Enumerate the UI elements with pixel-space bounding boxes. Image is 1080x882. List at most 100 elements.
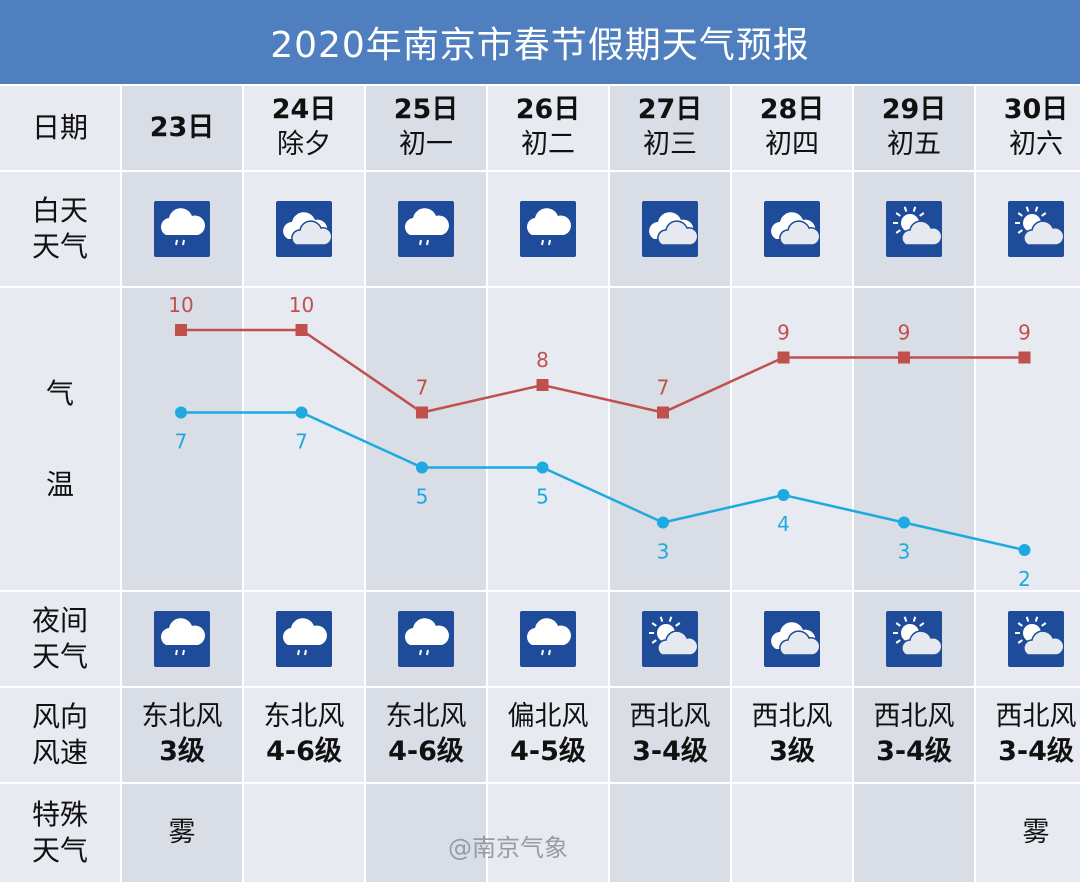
date-label: 23日 (149, 111, 215, 143)
temp-cell (122, 288, 242, 590)
row-label-day-weather-line: 白天 (31, 194, 88, 228)
cloudy-icon (764, 611, 820, 667)
temp-cell (976, 288, 1080, 590)
light-rain-icon (520, 201, 576, 257)
date-stack: 23日 (150, 111, 215, 146)
light-rain-icon (520, 611, 576, 667)
cloudy-icon (276, 201, 332, 257)
wind-direction: 东北风 (385, 701, 467, 733)
row-label-wind-line: 风速 (31, 736, 88, 769)
special-weather-cell (854, 784, 974, 882)
date-stack: 29日 初五 (882, 93, 947, 162)
row-label-day-weather: 白天 天气 (0, 172, 120, 286)
temp-cell (488, 288, 608, 590)
wind-level: 4-6级 (266, 736, 342, 767)
row-label-night-weather: 夜间 天气 (0, 592, 120, 686)
wind-level: 3-4级 (632, 736, 708, 767)
date-cell: 28日 初四 (732, 86, 852, 170)
date-stack: 27日 初三 (638, 93, 703, 162)
temp-cell (610, 288, 730, 590)
date-label: 26日 (515, 94, 581, 126)
day-weather-cell (366, 172, 486, 286)
wind-cell: 西北风 3-4级 (976, 688, 1080, 782)
special-weather-cell: 雾 (122, 784, 242, 882)
row-label-temp: 气温 (0, 288, 120, 590)
wind-direction: 偏北风 (507, 701, 589, 733)
date-stack: 26日 初二 (516, 93, 581, 162)
date-label: 29日 (881, 94, 947, 126)
wind-level: 3级 (159, 736, 205, 767)
row-label-night-weather-text: 夜间 天气 (32, 603, 88, 675)
special-weather-text: 雾 (1022, 816, 1050, 848)
night-weather-cell (854, 592, 974, 686)
date-stack: 28日 初四 (760, 93, 825, 162)
day-weather-cell (976, 172, 1080, 286)
light-rain-icon (398, 611, 454, 667)
row-label-wind-line: 风向 (31, 700, 88, 734)
row-label-special-line: 天气 (31, 834, 88, 867)
wind-stack: 西北风 3级 (752, 700, 833, 769)
row-label-night-weather-line: 夜间 (31, 604, 88, 638)
row-label-wind: 风向 风速 (0, 688, 120, 782)
wind-level: 3级 (769, 736, 815, 767)
night-weather-cell (488, 592, 608, 686)
lunar-label: 初四 (764, 129, 819, 160)
wind-stack: 西北风 3-4级 (630, 700, 711, 769)
special-weather-cell (732, 784, 852, 882)
night-weather-cell (976, 592, 1080, 686)
day-weather-cell (732, 172, 852, 286)
wind-cell: 东北风 4-6级 (244, 688, 364, 782)
date-cell: 23日 (122, 86, 242, 170)
wind-cell: 东北风 4-6级 (366, 688, 486, 782)
wind-level: 3-4级 (998, 736, 1074, 767)
wind-direction: 西北风 (873, 701, 955, 733)
night-weather-cell (732, 592, 852, 686)
row-label-special-text: 特殊 天气 (32, 797, 88, 869)
date-cell: 27日 初三 (610, 86, 730, 170)
wind-level: 4-6级 (388, 736, 464, 767)
wind-stack: 偏北风 4-5级 (508, 700, 589, 769)
forecast-table: 日期 23日 24日 除夕 25日 初一 26日 初二 27日 初三 28日 初四 29日 初五 30日 初六… (0, 84, 1080, 882)
day-weather-cell (854, 172, 974, 286)
wind-stack: 东北风 4-6级 (264, 700, 345, 769)
day-weather-cell (244, 172, 364, 286)
temp-cell (854, 288, 974, 590)
date-stack: 24日 除夕 (272, 93, 337, 162)
special-weather-cell (610, 784, 730, 882)
watermark: @南京气象 (448, 834, 568, 862)
wind-direction: 东北风 (141, 701, 223, 733)
row-label-wind-text: 风向 风速 (32, 699, 88, 771)
wind-direction: 西北风 (995, 701, 1077, 733)
date-cell: 25日 初一 (366, 86, 486, 170)
special-weather-cell: 雾 (976, 784, 1080, 882)
temp-cell (732, 288, 852, 590)
special-weather-cell (244, 784, 364, 882)
partly-cloudy-icon (1008, 201, 1064, 257)
row-label-night-weather-line: 天气 (31, 640, 88, 673)
night-weather-cell (122, 592, 242, 686)
wind-stack: 东北风 4-6级 (386, 700, 467, 769)
wind-cell: 西北风 3级 (732, 688, 852, 782)
wind-cell: 偏北风 4-5级 (488, 688, 608, 782)
wind-direction: 西北风 (751, 701, 833, 733)
partly-cloudy-icon (1008, 611, 1064, 667)
row-label-day-weather-line: 天气 (31, 230, 88, 263)
lunar-label: 初五 (886, 129, 941, 160)
date-cell: 29日 初五 (854, 86, 974, 170)
row-label-temp-line: 气 (45, 376, 74, 410)
date-cell: 24日 除夕 (244, 86, 364, 170)
lunar-label: 除夕 (276, 129, 331, 160)
cloudy-icon (764, 201, 820, 257)
light-rain-icon (398, 201, 454, 257)
light-rain-icon (276, 611, 332, 667)
special-weather-text: 雾 (168, 816, 196, 848)
row-label-date: 日期 (0, 86, 120, 170)
wind-cell: 西北风 3-4级 (610, 688, 730, 782)
special-weather-cell (488, 784, 608, 882)
lunar-label: 初二 (520, 129, 575, 160)
partly-cloudy-icon (642, 611, 698, 667)
date-label: 27日 (637, 94, 703, 126)
lunar-label: 初六 (1008, 129, 1063, 160)
night-weather-cell (244, 592, 364, 686)
temp-cell (244, 288, 364, 590)
